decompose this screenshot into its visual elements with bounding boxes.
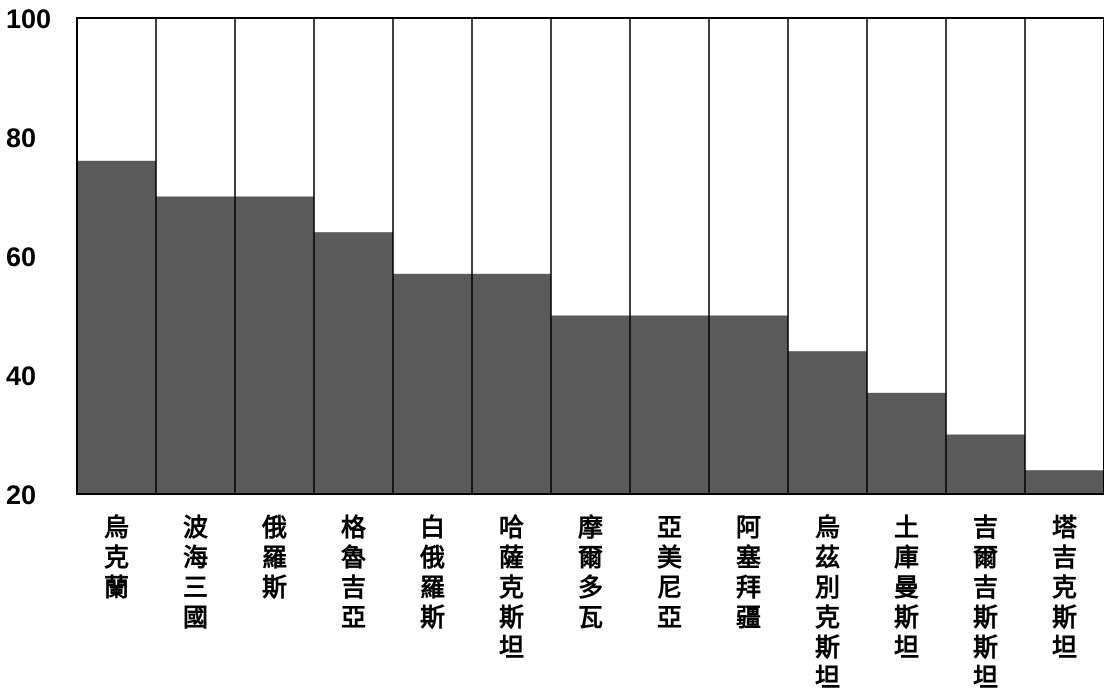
- x-category-label: 塔吉克斯坦: [1052, 513, 1078, 662]
- x-category-label: 俄羅斯: [261, 513, 287, 602]
- bar: [946, 434, 1025, 494]
- y-tick-label: 40: [6, 361, 36, 391]
- y-tick-label: 60: [6, 242, 36, 272]
- y-tick-label: 80: [6, 123, 36, 153]
- y-tick-label: 100: [6, 4, 51, 34]
- bar: [314, 232, 393, 494]
- bar: [788, 351, 867, 494]
- x-category-label: 阿塞拜疆: [736, 513, 761, 632]
- x-category-label: 摩爾多瓦: [577, 513, 603, 632]
- column-separators: [155, 18, 1026, 494]
- bar: [1025, 470, 1104, 494]
- bars-layer: [77, 160, 1104, 495]
- x-category-label: 白俄羅斯: [419, 513, 445, 632]
- x-category-label: 哈薩克斯坦: [499, 513, 524, 662]
- bar: [472, 273, 551, 494]
- bar: [235, 196, 314, 494]
- bar: [156, 196, 235, 494]
- plot-frame: [76, 17, 1104, 495]
- bar: [551, 315, 630, 494]
- x-category-label: 波海三國: [183, 513, 209, 632]
- bar: [77, 160, 156, 495]
- x-category-label: 土庫曼斯坦: [894, 513, 919, 662]
- bar: [709, 315, 788, 494]
- bar: [393, 273, 472, 494]
- x-axis-category-labels: 烏克蘭 波海三國 俄羅斯 格魯吉亞 白俄羅斯 哈薩克斯坦 摩爾多瓦 亞美尼亞 阿塞拜疆 烏茲別克斯…: [104, 513, 1078, 692]
- x-category-label: 烏克蘭: [104, 513, 129, 602]
- y-axis-tick-labels: 100 80 60 40 20: [6, 4, 51, 510]
- x-category-label: 格魯吉亞: [341, 513, 367, 632]
- x-category-label: 亞美尼亞: [657, 513, 682, 632]
- x-category-label: 烏茲別克斯坦: [815, 513, 840, 692]
- y-tick-label: 20: [6, 480, 36, 510]
- x-category-label: 吉爾吉斯斯坦: [972, 513, 998, 692]
- bar: [630, 315, 709, 494]
- bar: [867, 392, 946, 494]
